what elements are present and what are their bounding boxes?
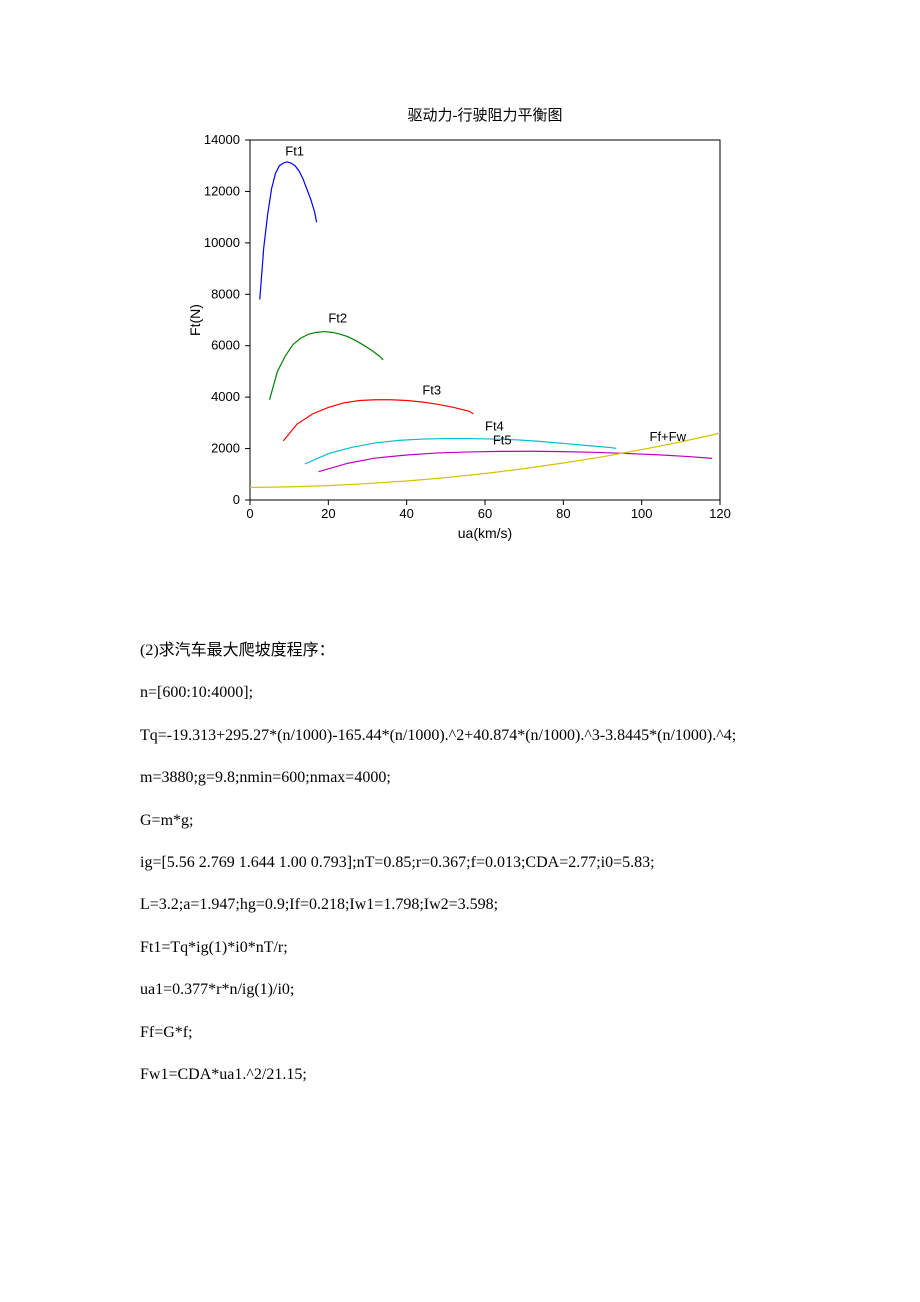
text-line: Ft1=Tq*ig(1)*i0*nT/r; — [140, 937, 780, 959]
plot-box — [250, 140, 720, 500]
chart-svg: 0 20 40 60 80 100 120 0 2000 4000 6000 8000 10000 120… — [180, 100, 740, 560]
text-line: Ff=G*f; — [140, 1022, 780, 1044]
x-tick-label: 60 — [478, 506, 492, 521]
code-listing: (2)求汽车最大爬坡度程序： n=[600:10:4000]; Tq=-19.3… — [140, 640, 780, 1086]
series-Ft3 — [283, 400, 473, 441]
text-line: ua1=0.377*r*n/ig(1)/i0; — [140, 979, 780, 1001]
y-tick-label: 2000 — [211, 441, 240, 456]
series-label-Ft1: Ft1 — [285, 143, 304, 158]
x-axis-label: ua(km/s) — [458, 525, 512, 541]
y-tick-label: 8000 — [211, 286, 240, 301]
series-label-Ft5: Ft5 — [493, 433, 512, 448]
text-line: n=[600:10:4000]; — [140, 682, 780, 704]
text-line: G=m*g; — [140, 810, 780, 832]
series-label-FfFw: Ff+Fw — [650, 429, 687, 444]
driving-force-chart: 0 20 40 60 80 100 120 0 2000 4000 6000 8000 10000 120… — [180, 100, 740, 560]
x-tick-label: 80 — [556, 506, 570, 521]
x-tick-label: 0 — [246, 506, 253, 521]
x-tick-label: 40 — [399, 506, 413, 521]
y-tick-label: 10000 — [204, 235, 240, 250]
y-tick-label: 12000 — [204, 183, 240, 198]
text-line: L=3.2;a=1.947;hg=0.9;If=0.218;Iw1=1.798;… — [140, 894, 780, 916]
text-line: (2)求汽车最大爬坡度程序： — [140, 640, 780, 662]
y-tick-label: 4000 — [211, 389, 240, 404]
text-line: Tq=-19.313+295.27*(n/1000)-165.44*(n/100… — [140, 725, 780, 747]
series-label-Ft3: Ft3 — [422, 383, 441, 398]
x-tick-label: 20 — [321, 506, 335, 521]
chart-title: 驱动力-行驶阻力平衡图 — [408, 107, 563, 124]
text-line: m=3880;g=9.8;nmin=600;nmax=4000; — [140, 767, 780, 789]
x-tick-label: 120 — [709, 506, 731, 521]
series-Ft5 — [319, 451, 713, 471]
y-tick-label: 14000 — [204, 132, 240, 147]
y-tick-label: 6000 — [211, 338, 240, 353]
series-label-Ft2: Ft2 — [328, 311, 347, 326]
y-axis-label: Ft(N) — [187, 304, 203, 336]
x-tick-label: 100 — [631, 506, 653, 521]
y-tick-label: 0 — [233, 492, 240, 507]
text-line: Fw1=CDA*ua1.^2/21.15; — [140, 1064, 780, 1086]
series-Ft2 — [270, 332, 384, 400]
series-Ft1 — [260, 162, 317, 300]
series-label-Ft4: Ft4 — [485, 419, 504, 434]
text-line: ig=[5.56 2.769 1.644 1.00 0.793];nT=0.85… — [140, 852, 780, 874]
